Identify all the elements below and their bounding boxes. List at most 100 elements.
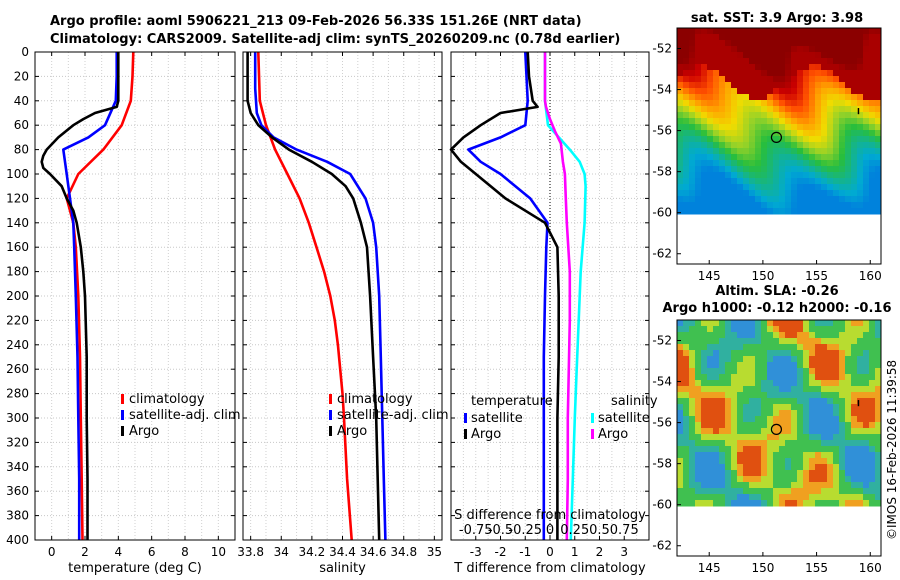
map-cell [857,344,864,351]
map-cell [755,428,762,435]
map-xtick-label: 160 [859,561,882,575]
map-cell [857,458,864,465]
map-cell [737,416,744,423]
map-cell [695,184,702,191]
map-cell [797,494,804,501]
map-cell [821,40,828,47]
map-cell [731,386,738,393]
map-cell [731,326,738,333]
map-cell [755,202,762,209]
map-cell [743,452,750,459]
map-cell [809,64,816,71]
map-cell [755,362,762,369]
map-cell [815,416,822,423]
map-cell [797,136,804,143]
map-cell [827,362,834,369]
map-cell [821,130,828,137]
map-cell [779,172,786,179]
map-cell [809,428,816,435]
map-cell [821,488,828,495]
map-cell [809,398,816,405]
map-cell [797,88,804,95]
map-cell [725,190,732,197]
map-cell [755,482,762,489]
map-cell [701,52,708,59]
map-cell [755,410,762,417]
map-cell [857,500,864,507]
map-cell [815,482,822,489]
map-cell [857,160,864,167]
map-cell [869,416,876,423]
map-cell [785,428,792,435]
map-cell [791,40,798,47]
map-cell [707,434,714,441]
map-cell [701,178,708,185]
map-cell [677,106,684,113]
map-cell [827,470,834,477]
map-cell [785,344,792,351]
map-cell [827,76,834,83]
map-cell [695,178,702,185]
map-cell [773,374,780,381]
map-cell [767,58,774,65]
map-cell [815,338,822,345]
map-cell [761,416,768,423]
map-cell [815,154,822,161]
map-cell [761,154,768,161]
map-cell [803,178,810,185]
map-cell [809,166,816,173]
map-cell [863,404,870,411]
map-cell [701,464,708,471]
map-cell [797,142,804,149]
map-cell [749,332,756,339]
map-cell [719,410,726,417]
map-cell [695,34,702,41]
map-cell [689,410,696,417]
map-cell [857,184,864,191]
map-cell [839,172,846,179]
map-cell [725,106,732,113]
map-cell [743,118,750,125]
map-cell [773,64,780,71]
map-cell [791,142,798,149]
map-cell [725,136,732,143]
xtick-label: 0 [546,545,554,559]
map-cell [755,118,762,125]
map-cell [761,398,768,405]
map-cell [779,28,786,35]
map-cell [875,130,882,137]
map-cell [749,112,756,119]
map-ytick-label: -60 [652,206,672,220]
map-cell [731,100,738,107]
map-cell [869,124,876,131]
map-cell [839,416,846,423]
map-cell [707,338,714,345]
map-cell [701,344,708,351]
map-cell [875,356,882,363]
map-cell [737,202,744,209]
map-cell [785,64,792,71]
map-cell [791,82,798,89]
map-cell [869,130,876,137]
map-cell [725,404,732,411]
map-cell [713,476,720,483]
map-cell [707,76,714,83]
map-cell [767,440,774,447]
map-cell [857,40,864,47]
map-cell [785,482,792,489]
map-cell [785,70,792,77]
legend-swatch [121,410,124,420]
map-cell [713,434,720,441]
map-cell [755,94,762,101]
map-cell [791,46,798,53]
map-cell [857,148,864,155]
map-cell [707,398,714,405]
map-cell [773,392,780,399]
map-cell [713,160,720,167]
map-cell [869,422,876,429]
map-cell [773,470,780,477]
map-cell [737,184,744,191]
map-cell [713,410,720,417]
map-cell [707,362,714,369]
map-cell [719,398,726,405]
